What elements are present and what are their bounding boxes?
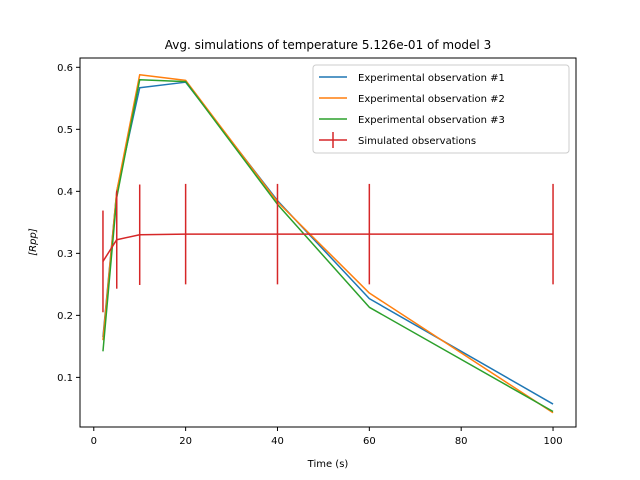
legend-label: Experimental observation #1 [358,73,505,84]
y-tick-label: 0.2 [57,311,73,322]
x-tick-label: 40 [271,436,284,447]
chart-title: Avg. simulations of temperature 5.126e-0… [165,38,491,52]
x-tick-label: 100 [543,436,562,447]
x-tick-label: 0 [91,436,97,447]
y-tick-label: 0.1 [57,373,73,384]
plot-area [102,73,554,414]
x-tick-label: 60 [363,436,376,447]
series-line-4 [102,233,554,262]
y-tick-label: 0.4 [57,187,73,198]
legend-label: Experimental observation #3 [358,115,505,126]
x-tick-label: 20 [179,436,192,447]
x-axis-label: Time (s) [307,459,349,470]
legend-box [312,64,570,154]
legend-label: Simulated observations [358,136,476,147]
plot-frame [79,57,577,428]
y-axis-label: [Rpp] [28,228,39,256]
x-tick-label: 80 [455,436,468,447]
y-tick-label: 0.6 [57,63,73,74]
legend-label: Experimental observation #2 [358,94,505,105]
y-axis: 0.1 0.2 0.3 0.4 0.5 0.6 [57,63,80,384]
y-tick-label: 0.5 [57,125,73,136]
y-tick-label: 0.3 [57,249,73,260]
x-axis: 0 20 40 60 80 100 [91,427,563,447]
legend: Experimental observation #1 Experimental … [312,64,570,154]
